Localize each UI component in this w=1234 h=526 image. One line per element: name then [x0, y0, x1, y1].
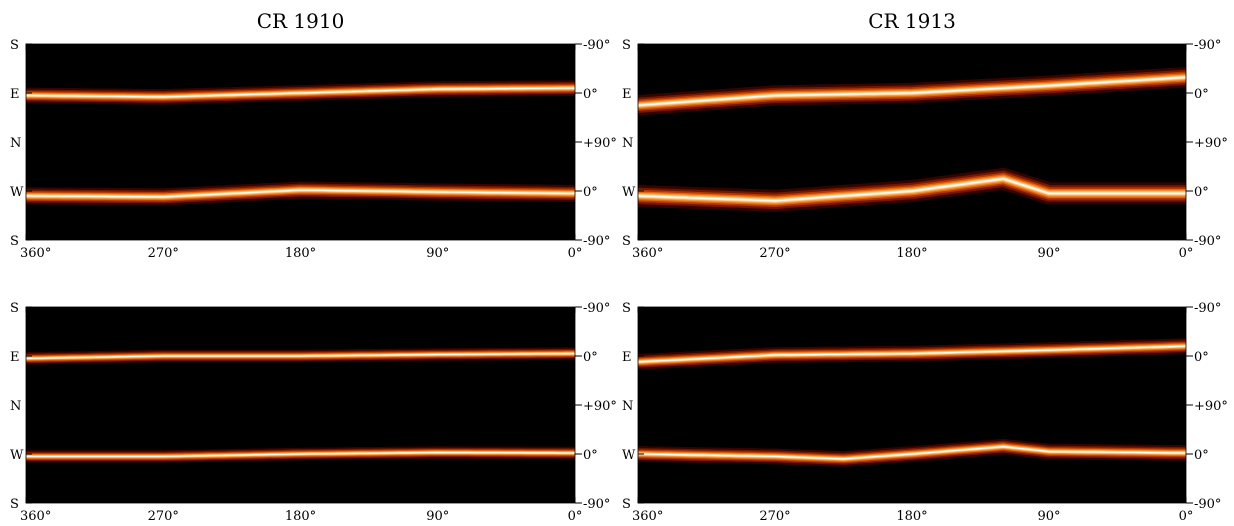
right-axis-label: 0°: [1194, 87, 1209, 102]
band-1: [26, 347, 575, 365]
x-tick-label: 180°: [285, 246, 316, 261]
right-axis-label: +90°: [1194, 399, 1228, 414]
right-axis-label: -90°: [1194, 301, 1221, 316]
right-axis-label: -90°: [583, 38, 610, 53]
band-2: [638, 438, 1186, 467]
x-tick-label: 90°: [426, 246, 449, 261]
left-axis-label: E: [10, 87, 20, 102]
band-1: [638, 338, 1186, 370]
panel-3: 360° 270° 180° 90° 0° S -90° E 0° N +90° W 0° S -90°: [10, 301, 617, 524]
band-1-layer-7: [26, 87, 575, 98]
right-axis-label: +90°: [583, 399, 617, 414]
left-axis-label: N: [622, 136, 633, 151]
panel-4: 360° 270° 180° 90° 0° S -90° E 0° N +90° W 0° S -90°: [622, 301, 1228, 524]
left-axis-label: S: [622, 38, 631, 53]
left-axis-label: W: [10, 448, 24, 463]
x-tick-label: 360°: [20, 509, 51, 524]
chart-title: CR 1910: [257, 9, 345, 33]
x-tick-label: 90°: [426, 509, 449, 524]
right-axis-label: 0°: [1194, 350, 1209, 365]
panel-1: CR 1910 360° 270° 180° 90° 0° S -90° E 0° N +90° W 0°…: [10, 9, 617, 261]
left-axis-label: E: [10, 350, 20, 365]
panel-2: CR 1913 360° 270° 180° 90° 0° S -90° E 0° N +90° W 0°…: [622, 9, 1228, 261]
right-axis-label: -90°: [1194, 234, 1221, 249]
band-1: [26, 80, 575, 105]
x-tick-label: 360°: [632, 509, 663, 524]
x-tick-label: 90°: [1037, 509, 1060, 524]
right-axis-label: +90°: [1194, 136, 1228, 151]
right-axis-label: -90°: [1194, 38, 1221, 53]
left-axis-label: S: [10, 497, 19, 512]
right-axis-label: -90°: [583, 301, 610, 316]
x-tick-label: 180°: [896, 509, 927, 524]
band-2: [638, 167, 1186, 212]
band-2-layer-7: [638, 445, 1186, 460]
chart-title: CR 1913: [868, 9, 956, 33]
x-tick-label: 360°: [20, 246, 51, 261]
left-axis-label: W: [622, 185, 636, 200]
x-tick-label: 270°: [148, 246, 179, 261]
left-axis-label: W: [10, 185, 24, 200]
plot-background: [638, 307, 1186, 503]
x-tick-label: 180°: [896, 246, 927, 261]
plot-background: [26, 307, 575, 503]
x-tick-label: 0°: [568, 509, 583, 524]
band-1-layer-7: [638, 345, 1186, 363]
right-axis-label: 0°: [583, 448, 598, 463]
left-axis-label: E: [622, 87, 632, 102]
band-1-layer-7: [638, 76, 1186, 107]
right-axis-label: 0°: [1194, 185, 1209, 200]
left-axis-label: S: [622, 301, 631, 316]
x-tick-label: 0°: [1179, 246, 1194, 261]
band-1-layer-7: [26, 353, 575, 359]
left-axis-label: S: [622, 234, 631, 249]
x-tick-label: 270°: [759, 509, 790, 524]
left-axis-label: S: [10, 38, 19, 53]
band-2-layer-7: [638, 177, 1186, 202]
right-axis-label: 0°: [1194, 448, 1209, 463]
band-1: [638, 67, 1186, 116]
right-axis-label: -90°: [583, 497, 610, 512]
band-2-layer-7: [26, 189, 575, 198]
right-axis-label: +90°: [583, 136, 617, 151]
left-axis-label: S: [622, 497, 631, 512]
band-2: [26, 181, 575, 206]
left-axis-label: S: [10, 301, 19, 316]
x-tick-label: 180°: [285, 509, 316, 524]
x-tick-label: 270°: [148, 509, 179, 524]
left-axis-label: N: [10, 136, 21, 151]
x-tick-label: 270°: [759, 246, 790, 261]
right-axis-label: -90°: [583, 234, 610, 249]
left-axis-label: S: [10, 234, 19, 249]
x-tick-label: 0°: [1179, 509, 1194, 524]
x-tick-label: 0°: [568, 246, 583, 261]
right-axis-label: 0°: [583, 185, 598, 200]
plot-background: [26, 44, 575, 240]
x-tick-label: 90°: [1037, 246, 1060, 261]
left-axis-label: W: [622, 448, 636, 463]
left-axis-label: N: [622, 399, 633, 414]
right-axis-label: 0°: [583, 350, 598, 365]
left-axis-label: E: [622, 350, 632, 365]
left-axis-label: N: [10, 399, 21, 414]
band-2-layer-7: [26, 451, 575, 457]
right-axis-label: 0°: [583, 87, 598, 102]
x-tick-label: 360°: [632, 246, 663, 261]
right-axis-label: -90°: [1194, 497, 1221, 512]
band-2: [26, 446, 575, 463]
